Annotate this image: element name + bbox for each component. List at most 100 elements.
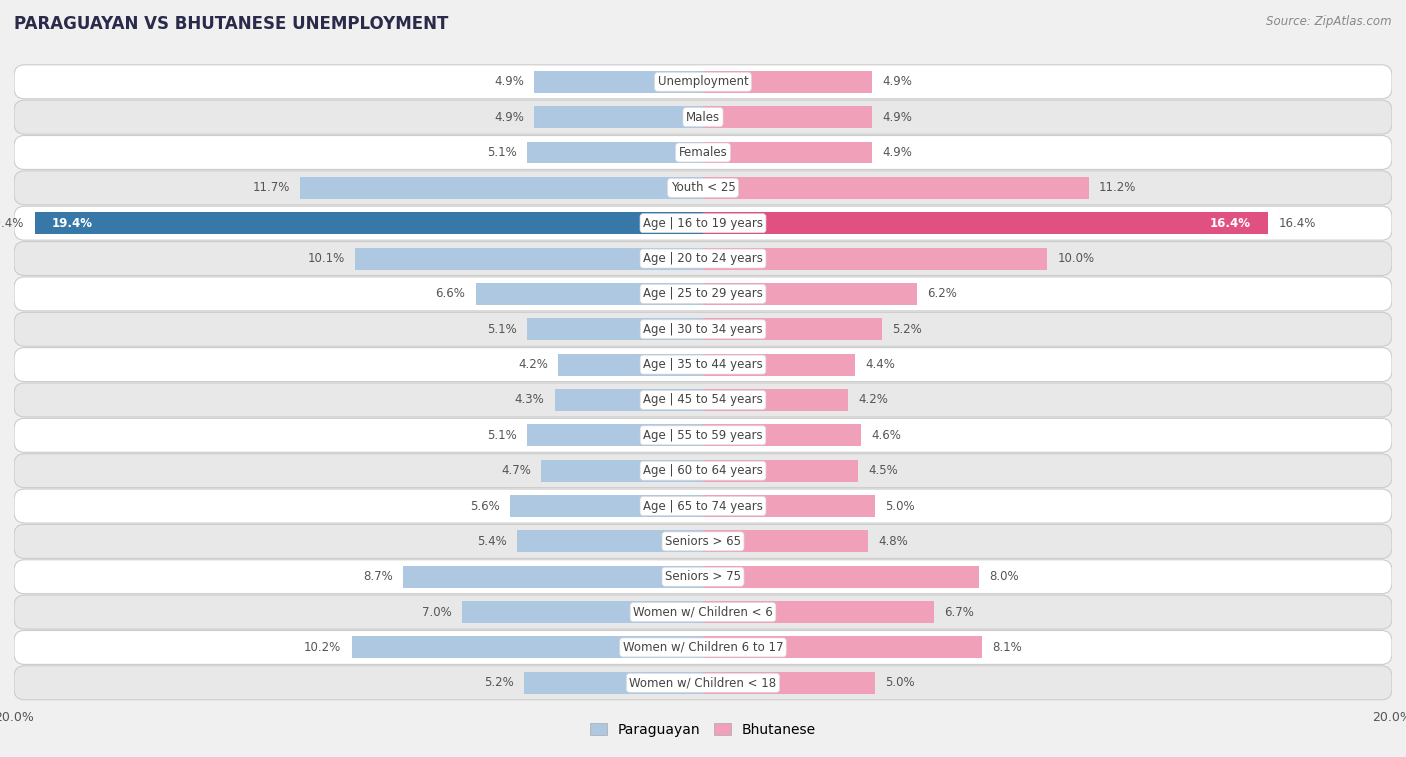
- Text: 4.3%: 4.3%: [515, 394, 544, 407]
- Text: Males: Males: [686, 111, 720, 123]
- Text: Age | 65 to 74 years: Age | 65 to 74 years: [643, 500, 763, 512]
- FancyBboxPatch shape: [14, 525, 1392, 559]
- Text: Women w/ Children 6 to 17: Women w/ Children 6 to 17: [623, 641, 783, 654]
- Text: 10.2%: 10.2%: [304, 641, 342, 654]
- Bar: [703, 565, 979, 587]
- Bar: [404, 565, 703, 587]
- Text: Source: ZipAtlas.com: Source: ZipAtlas.com: [1267, 15, 1392, 28]
- Text: Age | 30 to 34 years: Age | 30 to 34 years: [643, 322, 763, 336]
- Text: Youth < 25: Youth < 25: [671, 182, 735, 195]
- Bar: [475, 283, 703, 305]
- FancyBboxPatch shape: [14, 65, 1392, 98]
- Bar: [558, 354, 703, 375]
- Text: 10.0%: 10.0%: [1057, 252, 1095, 265]
- Text: 10.1%: 10.1%: [308, 252, 344, 265]
- FancyBboxPatch shape: [14, 100, 1392, 134]
- Bar: [703, 637, 981, 659]
- Bar: [555, 389, 703, 411]
- Text: 4.2%: 4.2%: [519, 358, 548, 371]
- Bar: [703, 212, 1268, 234]
- Text: 4.9%: 4.9%: [494, 111, 524, 123]
- Text: 4.9%: 4.9%: [882, 75, 912, 89]
- Text: Age | 60 to 64 years: Age | 60 to 64 years: [643, 464, 763, 477]
- Text: 5.0%: 5.0%: [886, 500, 915, 512]
- Bar: [517, 531, 703, 553]
- Bar: [35, 212, 703, 234]
- Bar: [510, 495, 703, 517]
- Bar: [703, 142, 872, 164]
- Text: Seniors > 75: Seniors > 75: [665, 570, 741, 583]
- Bar: [524, 672, 703, 693]
- Bar: [703, 531, 869, 553]
- Text: 4.9%: 4.9%: [882, 111, 912, 123]
- Bar: [703, 495, 875, 517]
- Text: Age | 25 to 29 years: Age | 25 to 29 years: [643, 288, 763, 301]
- Bar: [703, 425, 862, 447]
- Text: 4.6%: 4.6%: [872, 428, 901, 442]
- Bar: [703, 106, 872, 128]
- Bar: [527, 425, 703, 447]
- Text: 6.2%: 6.2%: [927, 288, 956, 301]
- FancyBboxPatch shape: [14, 277, 1392, 311]
- Text: 7.0%: 7.0%: [422, 606, 451, 618]
- Bar: [461, 601, 703, 623]
- Bar: [703, 459, 858, 481]
- Text: 6.6%: 6.6%: [436, 288, 465, 301]
- Text: 4.9%: 4.9%: [882, 146, 912, 159]
- Text: Women w/ Children < 18: Women w/ Children < 18: [630, 676, 776, 690]
- Text: 5.1%: 5.1%: [488, 322, 517, 336]
- Bar: [527, 318, 703, 340]
- FancyBboxPatch shape: [14, 171, 1392, 205]
- Text: 19.4%: 19.4%: [0, 217, 24, 229]
- Text: Age | 16 to 19 years: Age | 16 to 19 years: [643, 217, 763, 229]
- Text: 11.2%: 11.2%: [1099, 182, 1136, 195]
- Text: 4.9%: 4.9%: [494, 75, 524, 89]
- Bar: [703, 318, 882, 340]
- Bar: [703, 71, 872, 93]
- FancyBboxPatch shape: [14, 383, 1392, 417]
- Text: 11.7%: 11.7%: [252, 182, 290, 195]
- FancyBboxPatch shape: [14, 453, 1392, 488]
- Bar: [527, 142, 703, 164]
- Text: Unemployment: Unemployment: [658, 75, 748, 89]
- Text: 4.2%: 4.2%: [858, 394, 887, 407]
- Bar: [703, 601, 934, 623]
- FancyBboxPatch shape: [14, 595, 1392, 629]
- FancyBboxPatch shape: [14, 313, 1392, 346]
- FancyBboxPatch shape: [14, 136, 1392, 170]
- Text: Age | 55 to 59 years: Age | 55 to 59 years: [643, 428, 763, 442]
- Text: Women w/ Children < 6: Women w/ Children < 6: [633, 606, 773, 618]
- Bar: [299, 177, 703, 199]
- Bar: [352, 637, 703, 659]
- Bar: [541, 459, 703, 481]
- FancyBboxPatch shape: [14, 666, 1392, 699]
- FancyBboxPatch shape: [14, 559, 1392, 593]
- Bar: [703, 248, 1047, 269]
- Text: 5.1%: 5.1%: [488, 146, 517, 159]
- FancyBboxPatch shape: [14, 631, 1392, 665]
- Bar: [703, 389, 848, 411]
- Text: 19.4%: 19.4%: [52, 217, 93, 229]
- Text: 4.5%: 4.5%: [869, 464, 898, 477]
- Text: Females: Females: [679, 146, 727, 159]
- Text: Age | 45 to 54 years: Age | 45 to 54 years: [643, 394, 763, 407]
- Text: 8.1%: 8.1%: [993, 641, 1022, 654]
- Text: 4.8%: 4.8%: [879, 535, 908, 548]
- Text: Seniors > 65: Seniors > 65: [665, 535, 741, 548]
- Text: 5.2%: 5.2%: [484, 676, 513, 690]
- Legend: Paraguayan, Bhutanese: Paraguayan, Bhutanese: [585, 717, 821, 742]
- FancyBboxPatch shape: [14, 419, 1392, 452]
- FancyBboxPatch shape: [14, 241, 1392, 276]
- Text: 5.6%: 5.6%: [470, 500, 499, 512]
- Text: 5.2%: 5.2%: [893, 322, 922, 336]
- Text: 16.4%: 16.4%: [1209, 217, 1251, 229]
- Text: 5.1%: 5.1%: [488, 428, 517, 442]
- Bar: [703, 177, 1088, 199]
- Bar: [356, 248, 703, 269]
- Bar: [703, 283, 917, 305]
- Text: PARAGUAYAN VS BHUTANESE UNEMPLOYMENT: PARAGUAYAN VS BHUTANESE UNEMPLOYMENT: [14, 15, 449, 33]
- Text: Age | 20 to 24 years: Age | 20 to 24 years: [643, 252, 763, 265]
- Text: 5.4%: 5.4%: [477, 535, 506, 548]
- FancyBboxPatch shape: [14, 489, 1392, 523]
- Text: 4.7%: 4.7%: [501, 464, 531, 477]
